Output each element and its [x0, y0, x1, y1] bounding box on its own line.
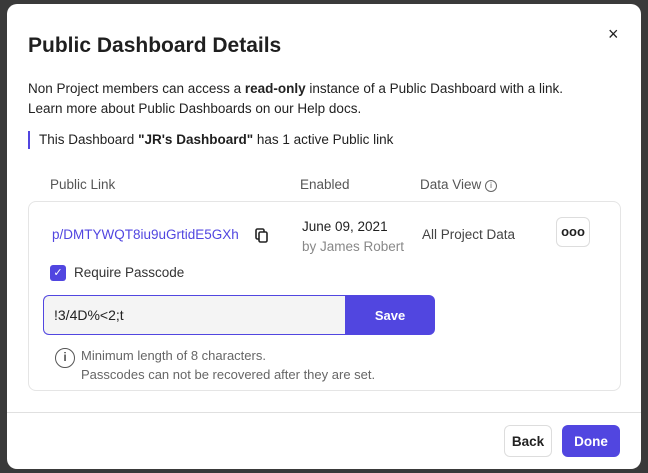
passcode-help: Minimum length of 8 characters. Passcode…	[81, 346, 375, 384]
enabled-by: by James Robert	[302, 239, 405, 254]
help-line-1: Minimum length of 8 characters.	[81, 348, 266, 363]
public-dashboard-modal: Public Dashboard Details × Non Project m…	[7, 4, 641, 469]
modal-title: Public Dashboard Details	[28, 34, 282, 57]
info-icon: i	[55, 348, 75, 368]
done-button[interactable]: Done	[562, 425, 620, 457]
desc-text: Non Project members can access a	[28, 81, 245, 96]
data-view-value: All Project Data	[422, 227, 516, 242]
more-options-button[interactable]: ooo	[556, 217, 590, 247]
close-icon[interactable]: ×	[608, 24, 619, 44]
header-public-link: Public Link	[50, 177, 116, 192]
desc-text-2: instance of a Public Dashboard with a li…	[305, 81, 563, 96]
require-passcode-label[interactable]: Require Passcode	[74, 265, 185, 280]
description: Non Project members can access a read-on…	[28, 79, 563, 119]
desc-bold: read-only	[244, 81, 306, 96]
dashboard-note: This Dashboard "JR's Dashboard" has 1 ac…	[28, 131, 393, 149]
save-button[interactable]: Save	[345, 295, 435, 335]
passcode-input[interactable]	[43, 295, 347, 335]
help-line-2: Passcodes can not be recovered after the…	[81, 367, 376, 382]
public-link[interactable]: p/DMTYWQT8iu9uGrtidE5GXh	[52, 227, 239, 242]
public-link-card: p/DMTYWQT8iu9uGrtidE5GXh June 09, 2021 b…	[28, 201, 621, 391]
note-text-2: has 1 active Public link	[253, 132, 394, 147]
header-data-view: Data View i	[420, 177, 498, 192]
info-icon[interactable]: i	[485, 180, 498, 192]
footer-divider	[7, 412, 641, 413]
copy-icon[interactable]	[255, 228, 268, 243]
dashboard-name: "JR's Dashboard"	[138, 132, 254, 147]
header-data-view-label: Data View	[420, 177, 482, 192]
require-passcode-checkbox[interactable]: ✓	[50, 265, 66, 281]
help-docs-text: Learn more about Public Dashboards on ou…	[28, 101, 362, 116]
note-text: This Dashboard	[39, 132, 139, 147]
enabled-date: June 09, 2021	[302, 219, 388, 234]
enabled-info: June 09, 2021 by James Robert	[302, 217, 404, 257]
back-button[interactable]: Back	[504, 425, 552, 457]
header-enabled: Enabled	[300, 177, 350, 192]
